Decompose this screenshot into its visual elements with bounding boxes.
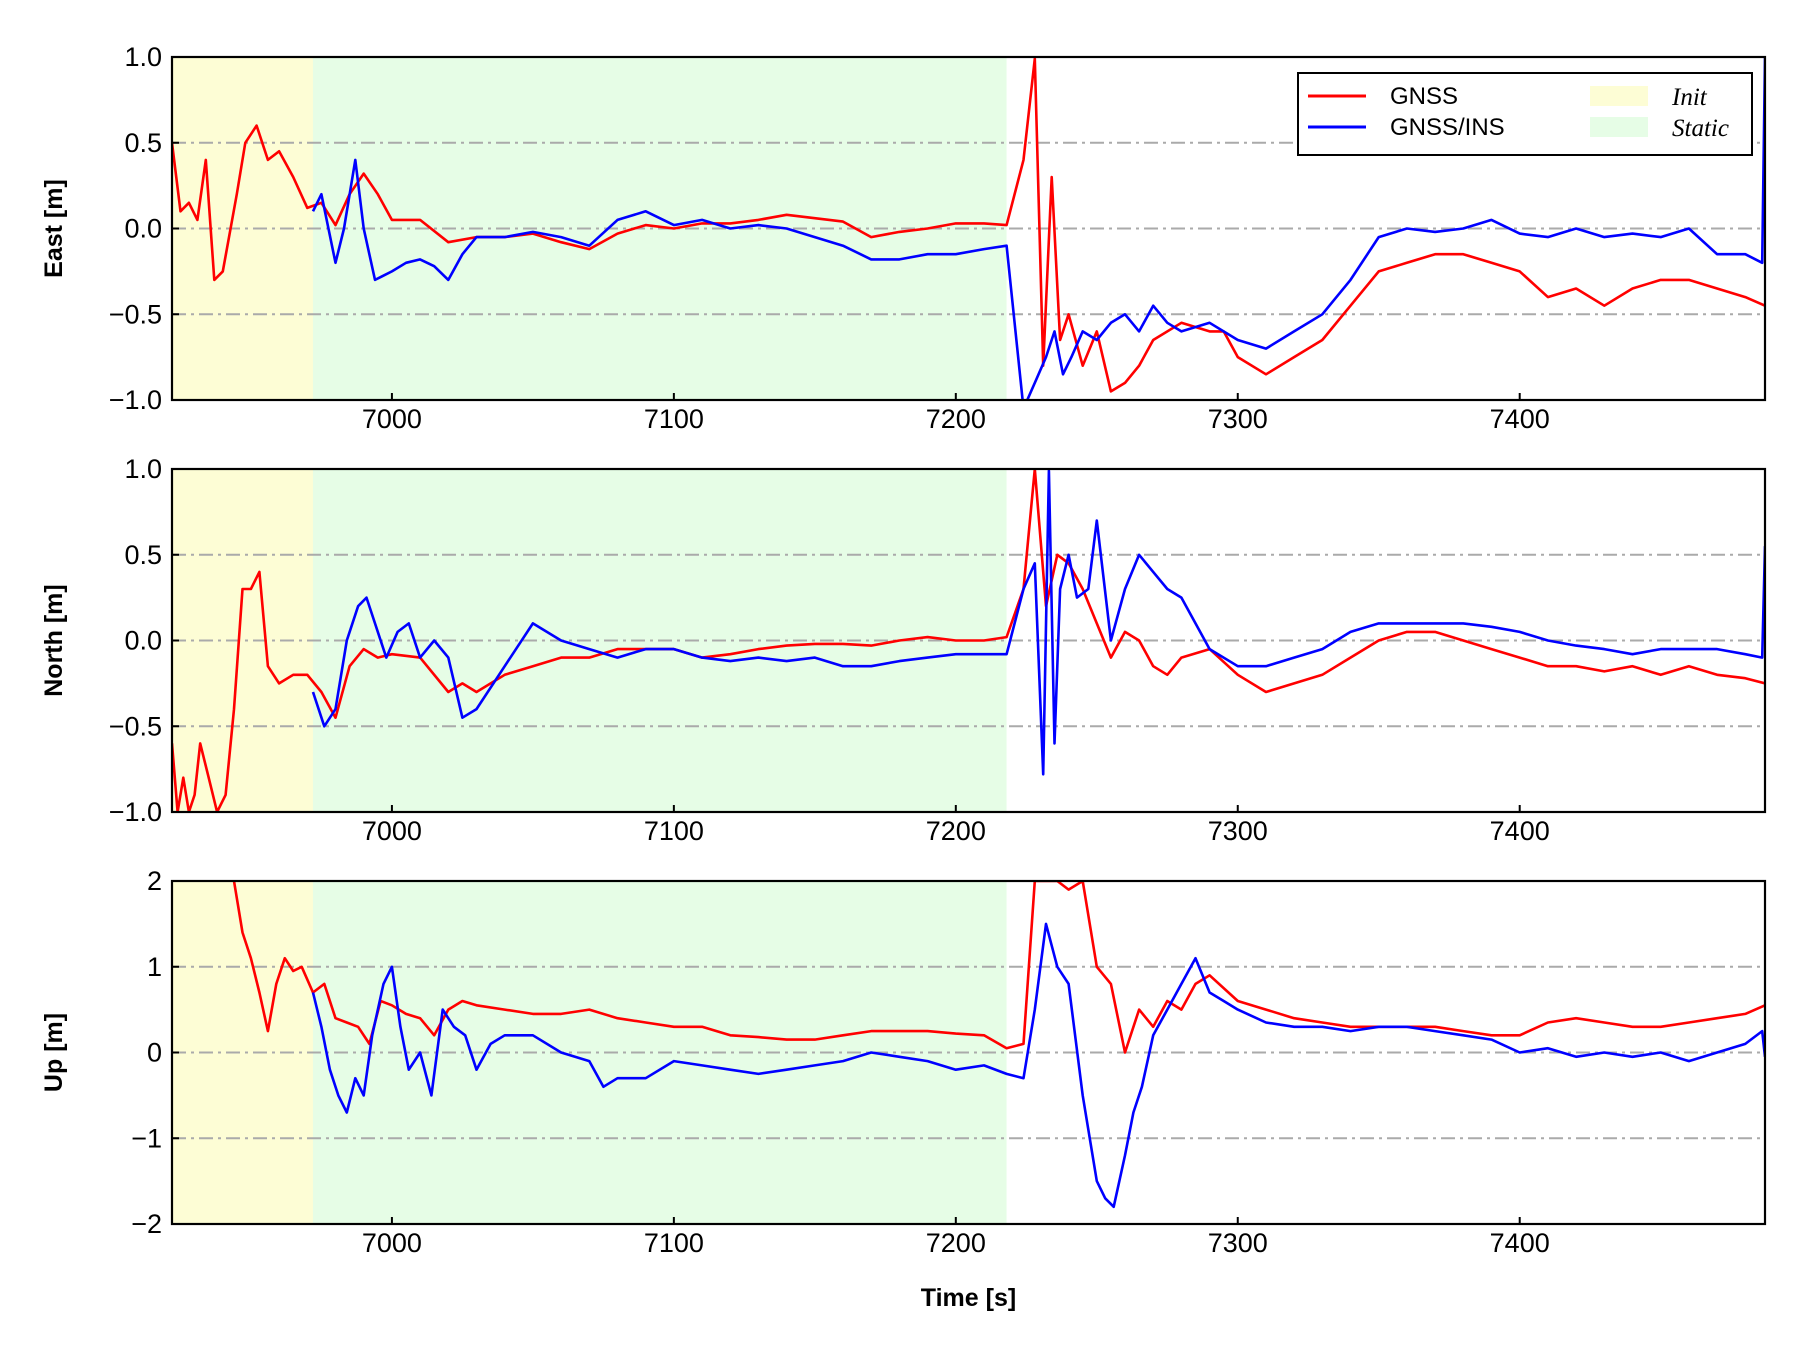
x-tick-label: 7200 [926, 404, 986, 434]
legend-label: GNSS [1390, 83, 1458, 110]
legend-box [1297, 72, 1753, 156]
y-tick-label: −0.5 [109, 299, 162, 329]
legend-label: Init [1671, 84, 1708, 111]
x-tick-label: 7000 [362, 404, 422, 434]
y-tick-label: 0.5 [124, 540, 162, 570]
y-tick-label: −1.0 [109, 797, 162, 827]
series-line-gnss-ins [311, 57, 1765, 400]
y-tick-label: 0 [147, 1038, 162, 1068]
x-tick-label: 7200 [926, 816, 986, 846]
legend: GNSS GNSS/INS Init Static [1297, 72, 1753, 156]
y-axis-label: East [m] [40, 179, 68, 278]
x-tick-label: 7200 [926, 1228, 986, 1258]
x-tick-label: 7100 [644, 404, 704, 434]
x-tick-label: 7400 [1490, 1228, 1550, 1258]
series-line-gnss [232, 881, 1765, 1054]
y-tick-label: 1.0 [124, 454, 162, 484]
y-tick-label: −2 [131, 1209, 162, 1239]
x-tick-label: 7100 [644, 1228, 704, 1258]
x-tick-label: 7000 [362, 1228, 422, 1258]
legend-swatch-static [1590, 117, 1648, 137]
x-tick-label: 7300 [1208, 816, 1268, 846]
y-tick-label: 0.0 [124, 626, 162, 656]
x-tick-label: 7300 [1208, 1228, 1268, 1258]
series-line-gnss [172, 57, 1765, 393]
y-tick-label: 1.0 [124, 42, 162, 72]
legend-label: GNSS/INS [1390, 114, 1505, 141]
y-axis-label: North [m] [40, 584, 68, 696]
y-tick-label: −1.0 [109, 385, 162, 415]
x-tick-label: 7000 [362, 816, 422, 846]
x-tick-label: 7400 [1490, 404, 1550, 434]
series-line-gnss-ins [311, 469, 1765, 776]
series-line-gnss [172, 469, 1765, 812]
panel-3: −2 −1 0 1 2 7000 7100 7200 7300 7400 Up [m] Time [s… [40, 866, 1767, 1312]
legend-swatch-init [1590, 86, 1648, 106]
y-tick-label: 0.0 [124, 214, 162, 244]
y-axis-label: Up [m] [40, 1013, 68, 1092]
x-axis-label: Time [s] [921, 1284, 1016, 1312]
x-tick-label: 7300 [1208, 404, 1268, 434]
y-tick-label: −1 [131, 1123, 162, 1153]
y-tick-label: −0.5 [109, 711, 162, 741]
x-tick-label: 7100 [644, 816, 704, 846]
x-tick-label: 7400 [1490, 816, 1550, 846]
y-tick-label: 0.5 [124, 128, 162, 158]
legend-label: Static [1672, 115, 1729, 142]
panel-1: −1.0 −0.5 0.0 0.5 1.0 7000 7100 7200 7300 7400 Eas… [40, 42, 1767, 434]
panel-2: −1.0 −0.5 0.0 0.5 1.0 7000 7100 7200 7300 7400 Nor… [40, 454, 1767, 846]
y-tick-label: 2 [147, 866, 162, 896]
series-line-gnss-ins [311, 922, 1765, 1209]
y-tick-label: 1 [147, 952, 162, 982]
